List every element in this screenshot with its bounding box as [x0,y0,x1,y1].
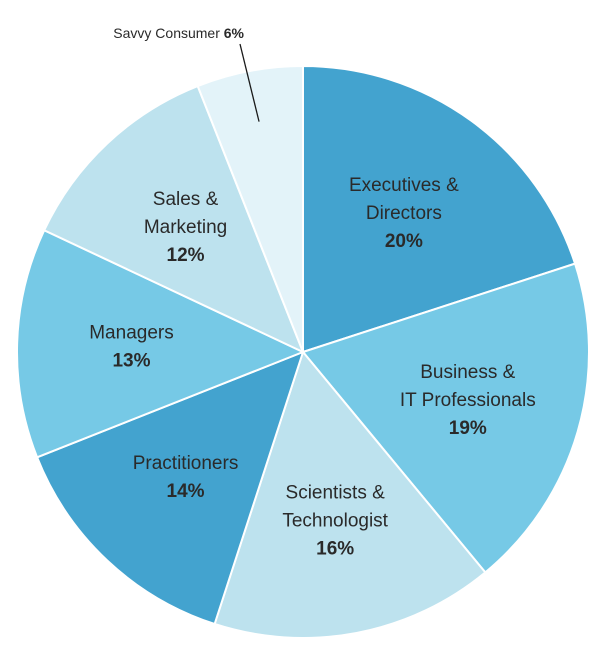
callout-line [239,43,260,122]
pie-slices [16,64,590,639]
pie-slice-scientists-technologist [213,349,487,639]
pie-slice-business-it-professionals [301,262,590,574]
slice-name-line: Practitioners [133,453,239,474]
pie-labels: Executives & Directors 20% Business & IT Pro… [89,25,535,560]
slice-name-line: Scientists & [286,483,386,504]
slice-percent: 13% [112,351,150,372]
slice-percent: 20% [385,231,423,252]
slice-label-savvy-consumer: Savvy Consumer 6% [113,25,244,41]
pie-slice-managers [16,228,306,459]
slice-percent: 6% [224,25,245,41]
slice-name-line: Executives & [349,175,459,196]
slice-name-line: Sales & [153,189,219,210]
slice-label-business-it-professionals: Business & IT Professionals 19% [400,362,536,439]
slice-name-line: Marketing [144,217,227,238]
slice-label-practitioners: Practitioners 14% [133,453,239,502]
slice-name-line: Technologist [282,511,388,532]
slice-percent: 12% [167,245,205,266]
pie-slice-practitioners [35,350,305,626]
slice-name-line: Managers [89,323,174,344]
pie-slice-savvy-consumer [196,64,304,353]
slice-name-line: IT Professionals [400,390,536,411]
slice-label-sales-marketing: Sales & Marketing 12% [144,189,227,266]
slice-name-line: Directors [366,203,442,224]
pie-slice-sales-marketing [42,84,305,354]
slice-percent: 19% [449,418,487,439]
slice-name-line: Business & [420,362,515,383]
slice-label-scientists-technologist: Scientists & Technologist 16% [282,483,388,560]
slice-name: Savvy Consumer [113,25,223,41]
slice-percent: 16% [316,539,354,560]
slice-percent: 14% [167,481,205,502]
slice-label-executives-directors: Executives & Directors 20% [349,175,459,252]
slice-label-managers: Managers 13% [89,323,174,372]
pie-slice-executives-directors [302,64,577,354]
